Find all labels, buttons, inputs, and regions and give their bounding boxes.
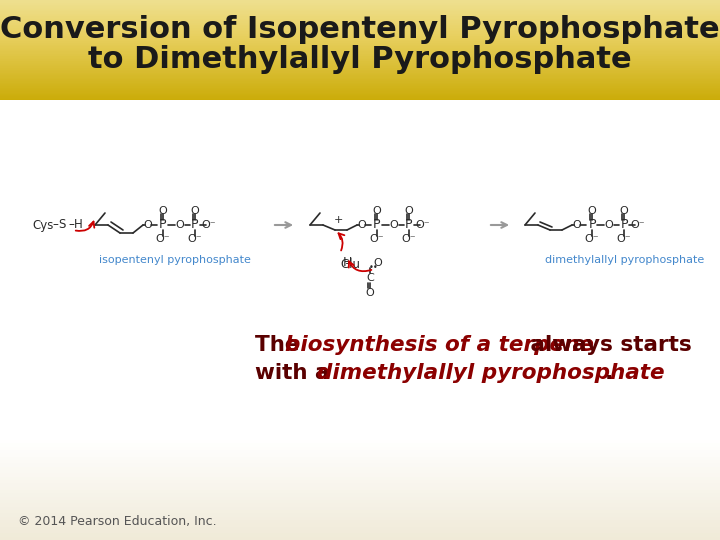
Text: Glu: Glu <box>340 259 360 272</box>
Text: biosynthesis of a terpene: biosynthesis of a terpene <box>285 335 594 355</box>
Text: O⁻: O⁻ <box>415 220 431 230</box>
Text: to Dimethylallyl Pyrophosphate: to Dimethylallyl Pyrophosphate <box>88 45 632 75</box>
Text: O: O <box>191 206 199 216</box>
Text: C: C <box>366 273 374 283</box>
Text: O⁻: O⁻ <box>585 234 599 244</box>
Text: Cys: Cys <box>32 219 53 232</box>
Text: with a: with a <box>255 363 337 383</box>
Text: O⁻: O⁻ <box>631 220 645 230</box>
Text: O: O <box>588 206 596 216</box>
Text: O: O <box>143 220 153 230</box>
Text: S: S <box>58 219 66 232</box>
Text: O: O <box>358 220 366 230</box>
Text: O: O <box>390 220 398 230</box>
Text: The: The <box>255 335 307 355</box>
Text: .: . <box>605 363 613 383</box>
Text: O: O <box>366 288 374 298</box>
Text: P: P <box>159 219 167 232</box>
Text: O⁻: O⁻ <box>156 234 171 244</box>
Text: Conversion of Isopentenyl Pyrophosphate: Conversion of Isopentenyl Pyrophosphate <box>0 16 720 44</box>
Text: P: P <box>588 219 595 232</box>
Text: P: P <box>192 219 199 232</box>
Text: O: O <box>176 220 184 230</box>
Text: –: – <box>52 219 58 232</box>
Text: O⁻: O⁻ <box>369 234 384 244</box>
Text: O⁻: O⁻ <box>402 234 416 244</box>
Text: –: – <box>68 219 74 232</box>
Text: +: + <box>333 215 343 225</box>
Text: O: O <box>373 206 382 216</box>
Text: P: P <box>620 219 628 232</box>
Text: dimethylallyl pyrophosphate: dimethylallyl pyrophosphate <box>545 255 705 265</box>
Text: O: O <box>572 220 581 230</box>
Text: O⁻: O⁻ <box>202 220 216 230</box>
Text: isopentenyl pyrophosphate: isopentenyl pyrophosphate <box>99 255 251 265</box>
Text: O⁻: O⁻ <box>188 234 202 244</box>
Text: H: H <box>342 256 351 269</box>
Text: © 2014 Pearson Education, Inc.: © 2014 Pearson Education, Inc. <box>18 516 217 529</box>
Text: O: O <box>620 206 629 216</box>
Text: O⁻: O⁻ <box>617 234 631 244</box>
Text: always starts: always starts <box>523 335 692 355</box>
Text: O: O <box>374 258 382 268</box>
Text: H: H <box>74 219 83 232</box>
Text: O: O <box>405 206 413 216</box>
Text: P: P <box>405 219 413 232</box>
Text: dimethylallyl pyrophosphate: dimethylallyl pyrophosphate <box>317 363 665 383</box>
Text: ••: •• <box>369 262 379 272</box>
Text: O: O <box>158 206 167 216</box>
Text: P: P <box>373 219 381 232</box>
Text: O: O <box>605 220 613 230</box>
